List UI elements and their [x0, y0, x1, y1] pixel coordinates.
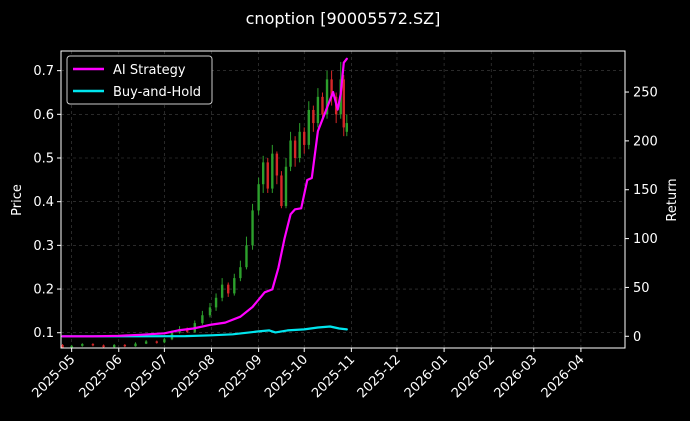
candle-body	[70, 345, 73, 348]
candle-body	[321, 96, 324, 115]
y-left-tick-label: 0.2	[33, 283, 54, 298]
x-tick-label: 2025-09	[216, 352, 265, 401]
candle-body	[81, 344, 84, 346]
legend: AI Strategy Buy-and-Hold	[66, 55, 213, 105]
chart-title: cnoption [90005572.SZ]	[246, 9, 441, 28]
legend-label-ai: AI Strategy	[113, 63, 186, 78]
y-left-tick-label: 0.7	[33, 64, 54, 79]
candle-body	[134, 343, 137, 347]
candle-body	[316, 96, 320, 124]
x-axis: 2025-052025-062025-072025-082025-092025-…	[29, 348, 588, 401]
candle-body	[227, 284, 230, 294]
candle-body	[266, 162, 269, 189]
y-right-tick-label: 200	[633, 134, 658, 149]
x-tick-label: 2025-05	[29, 352, 78, 401]
y-right-tick-label: 50	[633, 281, 650, 296]
x-tick-label: 2025-11	[309, 352, 358, 401]
y-right-tick-label: 250	[633, 86, 658, 101]
candle-body	[113, 344, 116, 348]
y-right-tick-label: 150	[633, 183, 658, 198]
candle-body	[251, 210, 254, 246]
candle-body	[163, 339, 166, 343]
candle-body	[284, 166, 288, 207]
y-left-tick-label: 0.5	[33, 152, 54, 167]
candle-body	[233, 278, 236, 294]
y-left-tick-label: 0.4	[33, 195, 54, 210]
y-axis-left: 0.1 0.2 0.3 0.4 0.5 0.6 0.7	[33, 64, 61, 341]
plot-frame	[60, 50, 626, 349]
y-axis-right: 0 50 100 150 200 250	[625, 86, 658, 345]
candle-body	[312, 109, 315, 124]
y-axis-left-label: Price	[10, 184, 25, 216]
series-line-ai-strategy	[61, 57, 348, 338]
candle-body	[214, 297, 218, 308]
candle-body	[330, 79, 333, 97]
candle-body	[208, 307, 212, 316]
y-left-tick-label: 0.6	[33, 108, 54, 123]
candle-body	[261, 162, 265, 185]
candle-body	[185, 329, 189, 332]
legend-label-bh: Buy-and-Hold	[113, 85, 201, 100]
candle-body	[102, 345, 105, 348]
y-left-tick-label: 0.3	[33, 239, 54, 254]
candle-body	[325, 79, 329, 115]
candlesticks	[61, 61, 349, 349]
x-tick-label: 2026-02	[449, 352, 498, 401]
candle-body	[293, 140, 297, 159]
candle-body	[342, 79, 345, 128]
candle-body	[201, 315, 204, 324]
candle-body	[220, 284, 224, 298]
candle-body	[257, 184, 260, 211]
x-tick-label: 2025-10	[262, 352, 311, 401]
y-right-tick-label: 100	[633, 232, 658, 247]
y-left-tick-label: 0.1	[33, 326, 54, 341]
candle-body	[280, 175, 283, 207]
candle-body	[345, 123, 349, 132]
candle-body	[298, 131, 301, 159]
x-tick-label: 2025-07	[122, 352, 171, 401]
candle-body	[271, 153, 274, 189]
x-tick-label: 2026-04	[539, 352, 588, 401]
candle-body	[91, 344, 95, 346]
x-tick-label: 2025-06	[77, 352, 126, 401]
candle-body	[245, 245, 248, 268]
y-axis-right-label: Return	[665, 178, 680, 221]
x-tick-label: 2026-03	[492, 352, 541, 401]
y-right-tick-label: 0	[633, 330, 641, 345]
candle-body	[144, 341, 148, 344]
candle-body	[289, 140, 292, 167]
x-tick-label: 2025-12	[355, 352, 404, 401]
candle-body	[239, 267, 242, 279]
candle-body	[275, 153, 279, 176]
x-tick-label: 2026-01	[402, 352, 451, 401]
candle-body	[307, 109, 310, 145]
candle-body	[123, 344, 127, 347]
candle-body	[61, 344, 64, 348]
series-line-buy-and-hold	[61, 325, 348, 338]
candle-body	[155, 341, 158, 343]
candle-body	[303, 131, 306, 145]
x-tick-label: 2025-08	[169, 352, 218, 401]
series-lines	[61, 57, 348, 338]
